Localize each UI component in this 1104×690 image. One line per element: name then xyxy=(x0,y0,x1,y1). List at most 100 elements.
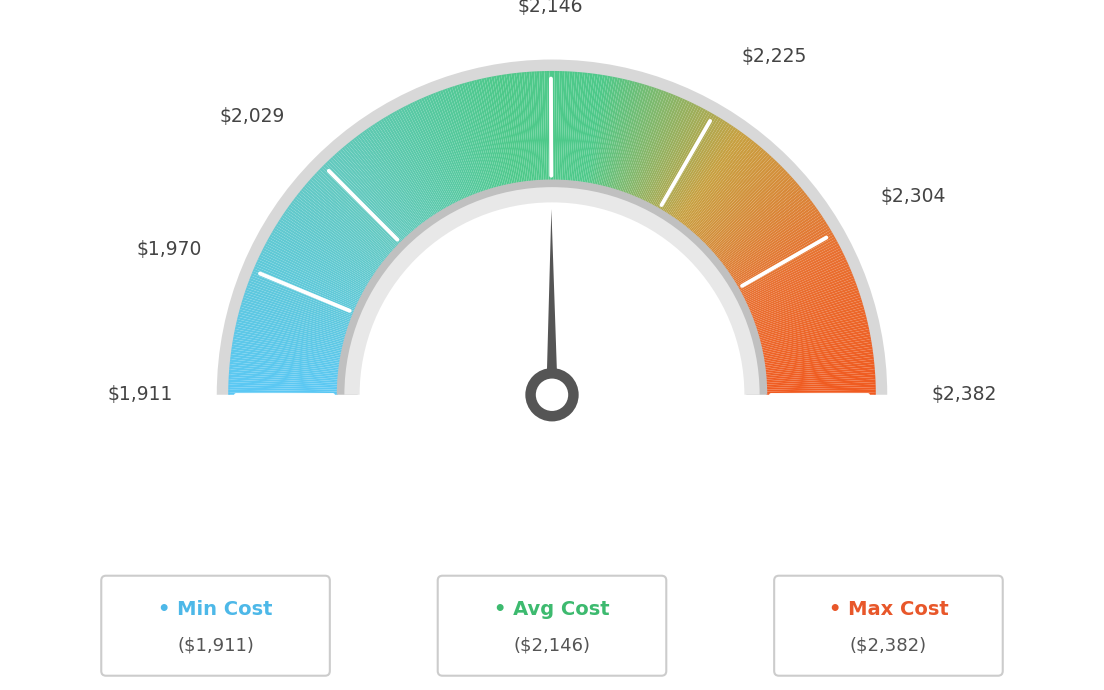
Wedge shape xyxy=(268,237,365,292)
Wedge shape xyxy=(511,73,527,182)
Wedge shape xyxy=(245,290,349,327)
Wedge shape xyxy=(302,186,388,258)
Wedge shape xyxy=(418,99,466,199)
Wedge shape xyxy=(608,82,640,188)
Wedge shape xyxy=(607,82,637,188)
Wedge shape xyxy=(244,293,349,328)
Wedge shape xyxy=(719,190,805,261)
Wedge shape xyxy=(304,184,389,257)
Wedge shape xyxy=(763,334,871,356)
Wedge shape xyxy=(721,196,809,265)
Wedge shape xyxy=(338,150,412,234)
Wedge shape xyxy=(634,96,678,197)
Wedge shape xyxy=(479,79,506,186)
Wedge shape xyxy=(689,146,761,230)
Wedge shape xyxy=(742,246,840,297)
Wedge shape xyxy=(264,246,362,297)
Wedge shape xyxy=(672,127,736,219)
Wedge shape xyxy=(246,288,350,326)
Wedge shape xyxy=(342,147,414,232)
Wedge shape xyxy=(265,244,362,296)
Wedge shape xyxy=(567,72,577,181)
Wedge shape xyxy=(732,219,826,280)
Wedge shape xyxy=(744,250,842,300)
Wedge shape xyxy=(461,83,493,189)
Wedge shape xyxy=(744,253,843,302)
Wedge shape xyxy=(229,375,338,383)
Wedge shape xyxy=(729,210,820,275)
Wedge shape xyxy=(753,280,856,321)
Wedge shape xyxy=(648,105,699,204)
Wedge shape xyxy=(587,75,607,184)
Wedge shape xyxy=(250,278,352,319)
Wedge shape xyxy=(336,152,411,235)
Wedge shape xyxy=(645,103,694,202)
Wedge shape xyxy=(350,141,420,228)
Wedge shape xyxy=(734,226,829,284)
Wedge shape xyxy=(584,75,603,183)
Wedge shape xyxy=(469,81,499,188)
Wedge shape xyxy=(247,283,351,322)
Wedge shape xyxy=(499,75,519,184)
Wedge shape xyxy=(390,113,446,210)
Wedge shape xyxy=(306,183,390,255)
Wedge shape xyxy=(263,248,361,299)
Wedge shape xyxy=(286,208,376,273)
Wedge shape xyxy=(666,120,725,214)
Wedge shape xyxy=(330,157,406,239)
Text: $1,970: $1,970 xyxy=(137,240,202,259)
Wedge shape xyxy=(426,96,470,197)
Wedge shape xyxy=(657,112,712,208)
Wedge shape xyxy=(229,390,338,393)
Wedge shape xyxy=(532,72,540,181)
Wedge shape xyxy=(539,71,545,181)
Wedge shape xyxy=(298,193,385,262)
Wedge shape xyxy=(742,244,839,296)
Wedge shape xyxy=(552,71,554,181)
Wedge shape xyxy=(236,319,343,346)
Wedge shape xyxy=(612,83,645,190)
Wedge shape xyxy=(232,344,340,363)
Wedge shape xyxy=(730,215,822,277)
Wedge shape xyxy=(681,136,749,224)
Wedge shape xyxy=(312,175,394,250)
Wedge shape xyxy=(299,190,385,261)
Wedge shape xyxy=(718,188,803,259)
Wedge shape xyxy=(652,108,705,206)
Wedge shape xyxy=(229,380,338,386)
Wedge shape xyxy=(269,235,365,290)
Wedge shape xyxy=(614,85,647,190)
Wedge shape xyxy=(232,346,340,364)
Wedge shape xyxy=(233,334,341,356)
Text: $1,911: $1,911 xyxy=(107,385,173,404)
Wedge shape xyxy=(739,235,835,290)
Wedge shape xyxy=(405,105,456,204)
Wedge shape xyxy=(761,319,868,346)
Wedge shape xyxy=(383,117,442,212)
Wedge shape xyxy=(562,71,570,181)
Wedge shape xyxy=(683,139,753,226)
Wedge shape xyxy=(664,119,723,213)
Wedge shape xyxy=(340,148,413,233)
Wedge shape xyxy=(766,372,875,382)
Wedge shape xyxy=(230,357,339,371)
Wedge shape xyxy=(307,181,391,255)
FancyBboxPatch shape xyxy=(437,575,667,676)
Wedge shape xyxy=(266,241,363,295)
Wedge shape xyxy=(625,90,665,194)
Wedge shape xyxy=(270,232,367,288)
Wedge shape xyxy=(238,309,346,340)
Wedge shape xyxy=(385,116,443,211)
Wedge shape xyxy=(256,262,357,308)
Wedge shape xyxy=(315,173,396,249)
Wedge shape xyxy=(708,173,789,249)
Wedge shape xyxy=(362,131,427,221)
Wedge shape xyxy=(585,75,605,184)
Wedge shape xyxy=(758,309,866,340)
Wedge shape xyxy=(471,81,500,187)
Wedge shape xyxy=(694,154,769,236)
Wedge shape xyxy=(412,101,460,201)
Wedge shape xyxy=(554,71,558,181)
Wedge shape xyxy=(758,307,864,338)
Wedge shape xyxy=(629,92,671,195)
